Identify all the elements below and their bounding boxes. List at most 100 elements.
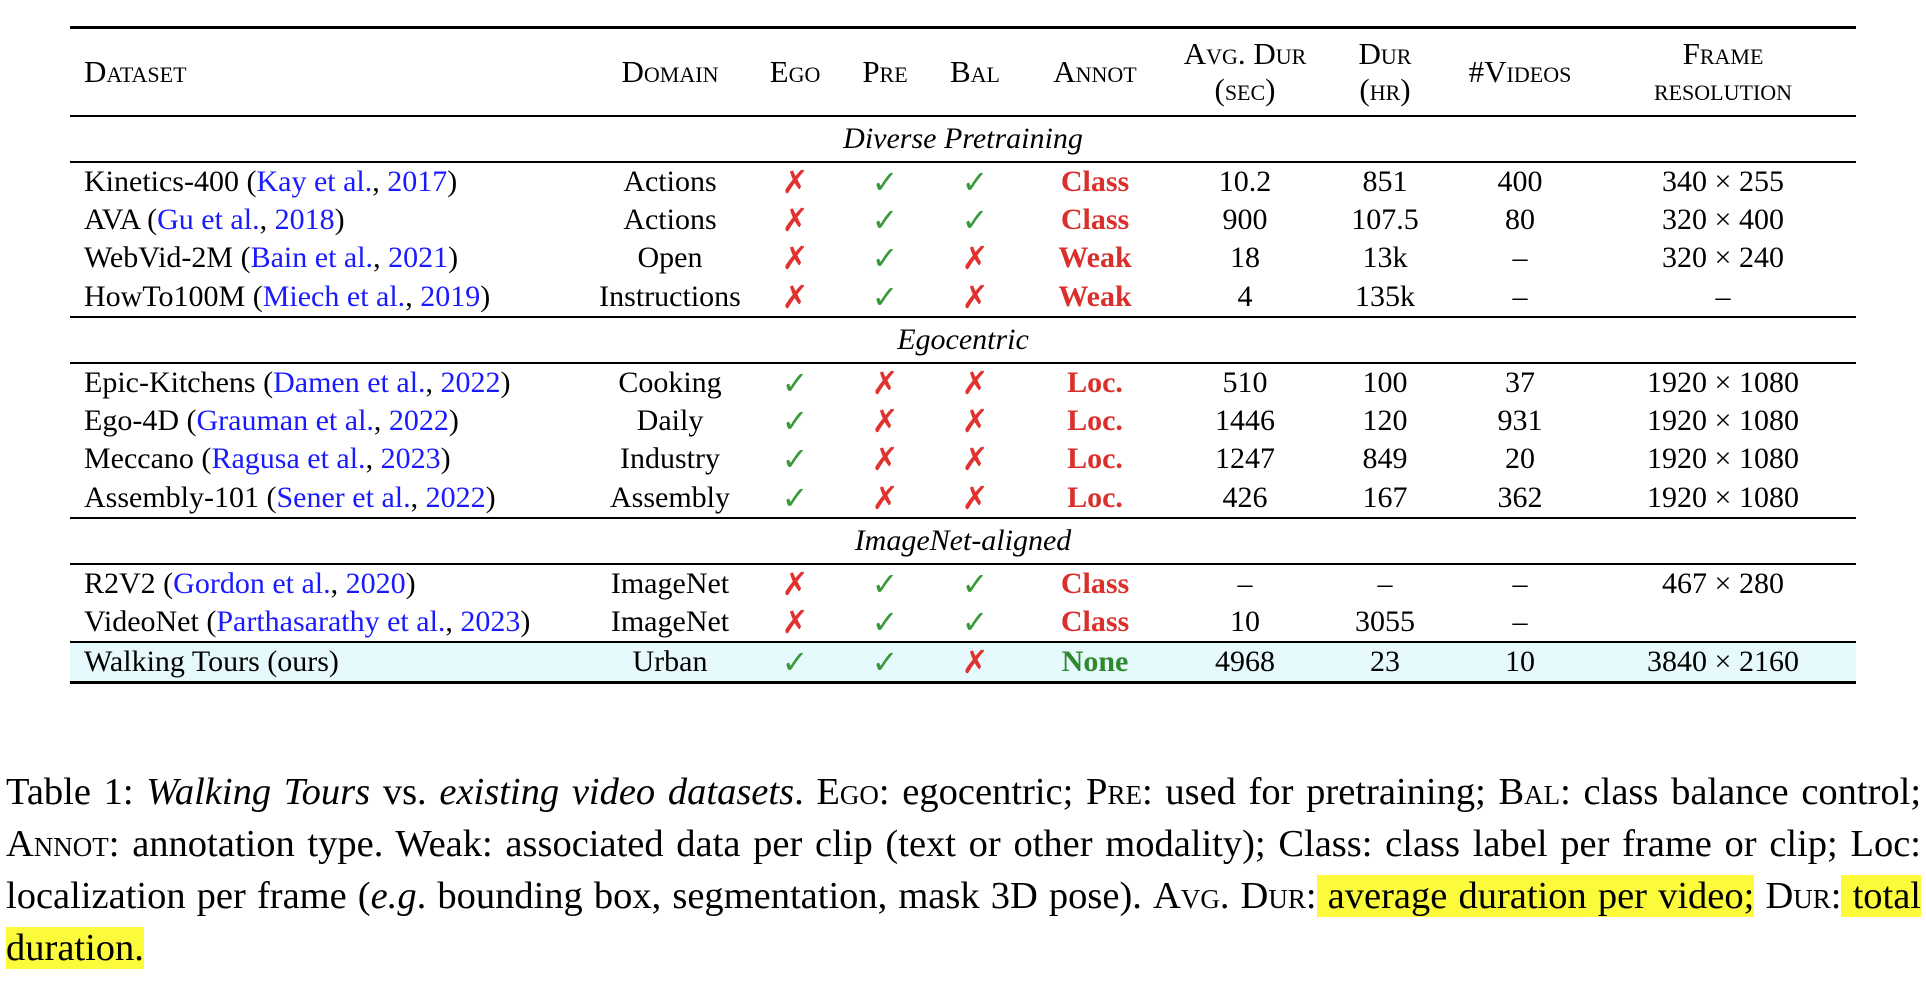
check-icon: ✓ bbox=[961, 201, 989, 238]
check-icon: ✓ bbox=[781, 364, 809, 401]
dataset-name-text: ) bbox=[447, 164, 458, 198]
dataset-name-text: ) bbox=[520, 604, 531, 638]
check-icon: ✓ bbox=[781, 402, 809, 439]
citation-link[interactable]: Bain et al. bbox=[250, 241, 374, 275]
videos-cell: – bbox=[1512, 241, 1528, 275]
cross-icon: ✗ bbox=[871, 441, 899, 478]
citation-link[interactable]: Gordon et al. bbox=[173, 566, 331, 600]
resolution-cell bbox=[1590, 603, 1856, 642]
table-row: WebVid-2M (Bain et al., 2021) Open ✗ ✓ ✗ Weak… bbox=[70, 239, 1856, 278]
dataset-name-text: , bbox=[365, 442, 381, 476]
resolution-cell: 467 × 280 bbox=[1662, 566, 1784, 600]
resolution-cell: 340 × 255 bbox=[1662, 164, 1784, 198]
dur-cell: 167 bbox=[1362, 480, 1408, 514]
dataset-name-text: ) bbox=[405, 566, 416, 600]
citation-link[interactable]: Miech et al. bbox=[262, 279, 406, 313]
citation-link[interactable]: 2023 bbox=[380, 442, 441, 476]
citation-link[interactable]: Grauman et al. bbox=[196, 403, 374, 437]
check-icon: ✓ bbox=[871, 163, 899, 200]
check-icon: ✓ bbox=[871, 565, 899, 602]
header-pre: Pre bbox=[862, 53, 908, 89]
dataset-name-text: , bbox=[259, 202, 275, 236]
citation-link[interactable]: Sener et al. bbox=[276, 480, 411, 514]
annot-cell: None bbox=[1020, 641, 1170, 682]
cross-icon: ✗ bbox=[871, 364, 899, 401]
dataset-name-text: Kinetics-400 ( bbox=[84, 164, 257, 198]
citation-link[interactable]: 2022 bbox=[440, 365, 501, 399]
citation-link[interactable]: 2022 bbox=[388, 403, 449, 437]
dataset-name-text: ) bbox=[448, 403, 459, 437]
dataset-name: Meccano (Ragusa et al., 2023) bbox=[70, 440, 590, 479]
dataset-name-text: , bbox=[372, 164, 388, 198]
header-dataset: Dataset bbox=[84, 53, 187, 89]
check-icon: ✓ bbox=[961, 163, 989, 200]
dur-cell: 851 bbox=[1362, 164, 1408, 198]
dur-cell: 23 bbox=[1320, 641, 1450, 682]
citation-link[interactable]: 2019 bbox=[420, 279, 481, 313]
videos-cell: 37 bbox=[1505, 365, 1535, 399]
citation-link[interactable]: Ragusa et al. bbox=[211, 442, 366, 476]
dataset-name-text: , bbox=[405, 279, 421, 313]
citation-link[interactable]: 2020 bbox=[345, 566, 406, 600]
citation-link[interactable]: 2021 bbox=[388, 241, 449, 275]
header-ego: Ego bbox=[769, 53, 821, 89]
annot-cell: Class bbox=[1060, 604, 1130, 638]
dataset-name-text: ) bbox=[440, 442, 451, 476]
table-row-ours: Walking Tours (ours) Urban ✓ ✓ ✗ None 4968 23 10… bbox=[70, 641, 1856, 682]
citation-link[interactable]: Damen et al. bbox=[273, 365, 426, 399]
videos-cell: – bbox=[1512, 279, 1528, 313]
dataset-name: AVA (Gu et al., 2018) bbox=[70, 201, 590, 240]
check-icon: ✓ bbox=[871, 240, 899, 277]
header-dur: Dur (hr) bbox=[1358, 35, 1412, 107]
dataset-name-text: AVA ( bbox=[84, 202, 158, 236]
videos-cell: – bbox=[1512, 604, 1528, 638]
citation-link[interactable]: 2022 bbox=[425, 480, 486, 514]
citation-link[interactable]: Gu et al. bbox=[157, 202, 260, 236]
avg-dur-cell: 18 bbox=[1230, 241, 1260, 275]
citation-link[interactable]: 2017 bbox=[387, 164, 448, 198]
citation-link[interactable]: Kay et al. bbox=[256, 164, 373, 198]
annot-cell: Loc. bbox=[1067, 365, 1123, 399]
cross-icon: ✗ bbox=[781, 163, 809, 200]
domain-cell: ImageNet bbox=[610, 566, 730, 600]
domain-cell: Daily bbox=[636, 403, 704, 437]
table-row: R2V2 (Gordon et al., 2020) ImageNet ✗ ✓ ✓ Cla… bbox=[70, 564, 1856, 603]
header-annot: Annot bbox=[1053, 53, 1137, 89]
cross-icon: ✗ bbox=[961, 278, 989, 315]
table-row: Epic-Kitchens (Damen et al., 2022) Cookin… bbox=[70, 363, 1856, 402]
videos-cell: 80 bbox=[1505, 202, 1535, 236]
dur-cell: 107.5 bbox=[1351, 202, 1419, 236]
section-title: Diverse Pretraining bbox=[70, 114, 1856, 163]
header-videos: #Videos bbox=[1468, 53, 1572, 89]
resolution-cell: 1920 × 1080 bbox=[1647, 480, 1799, 514]
domain-cell: ImageNet bbox=[610, 604, 730, 638]
dataset-name: Walking Tours (ours) bbox=[70, 641, 590, 682]
videos-cell: 931 bbox=[1497, 403, 1543, 437]
dataset-name: Kinetics-400 (Kay et al., 2017) bbox=[70, 162, 590, 201]
check-icon: ✓ bbox=[750, 641, 840, 682]
resolution-cell: 1920 × 1080 bbox=[1647, 442, 1799, 476]
dur-cell: 135k bbox=[1355, 279, 1415, 313]
table-row: VideoNet (Parthasarathy et al., 2023) Ima… bbox=[70, 603, 1856, 642]
dur-cell: 120 bbox=[1362, 403, 1408, 437]
citation-link[interactable]: Parthasarathy et al. bbox=[216, 604, 446, 638]
dataset-name: Assembly-101 (Sener et al., 2022) bbox=[70, 479, 590, 518]
domain-cell: Cooking bbox=[618, 365, 722, 399]
videos-cell: 362 bbox=[1497, 480, 1543, 514]
cross-icon: ✗ bbox=[961, 240, 989, 277]
dataset-name-text: , bbox=[445, 604, 461, 638]
dataset-name-text: Assembly-101 ( bbox=[84, 480, 277, 514]
dataset-name-text: HowTo100M ( bbox=[84, 279, 263, 313]
check-icon: ✓ bbox=[871, 603, 899, 640]
avg-dur-cell: 4968 bbox=[1170, 641, 1320, 682]
avg-dur-cell: 10.2 bbox=[1218, 164, 1272, 198]
dataset-name-text: , bbox=[410, 480, 426, 514]
annot-cell: Weak bbox=[1058, 279, 1132, 313]
avg-dur-cell: 4 bbox=[1237, 279, 1253, 313]
annot-cell: Class bbox=[1060, 164, 1130, 198]
dataset-name-text: , bbox=[373, 241, 389, 275]
dataset-comparison-table: Dataset Domain Ego Pre Bal Annot Avg. Du… bbox=[70, 26, 1856, 684]
citation-link[interactable]: 2018 bbox=[274, 202, 335, 236]
citation-link[interactable]: 2023 bbox=[460, 604, 521, 638]
dataset-name: Epic-Kitchens (Damen et al., 2022) bbox=[70, 363, 590, 402]
